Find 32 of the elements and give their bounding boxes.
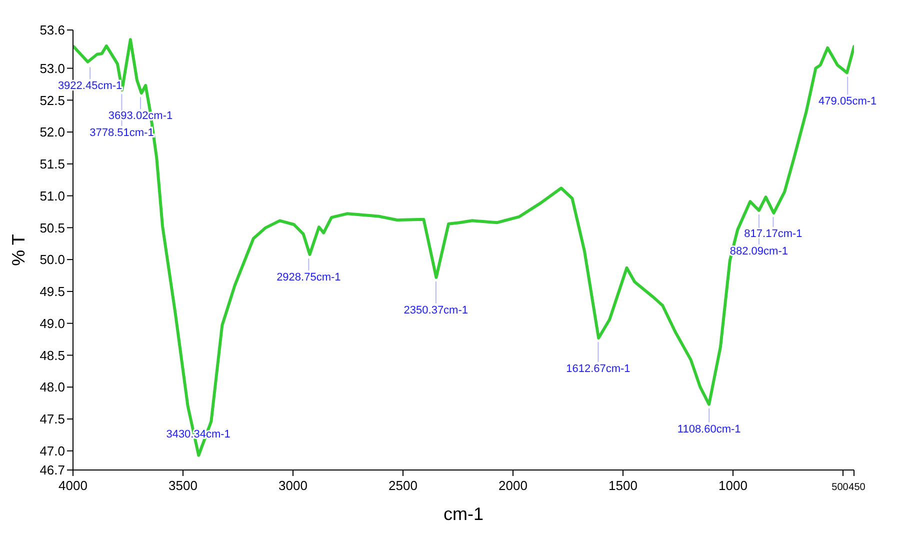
y-tick-label: 51.5	[40, 156, 65, 172]
y-tick-label: 53.0	[40, 60, 65, 76]
y-tick-label: 49.5	[40, 284, 65, 300]
y-tick-label: 52.5	[40, 92, 65, 108]
y-axis-title: % T	[8, 234, 28, 266]
y-tick-label: 53.6	[40, 22, 65, 38]
x-tick-label: 2000	[498, 478, 528, 493]
x-tick-label: 3500	[168, 478, 198, 493]
x-tick-label: 450	[848, 482, 866, 493]
y-tick-label: 46.7	[40, 462, 65, 478]
annotation: 2928.75cm-1	[276, 271, 341, 284]
y-tick-label: 52.0	[40, 124, 65, 140]
annotation: 479.05cm-1	[818, 96, 877, 108]
x-tick-label: 1500	[608, 478, 638, 493]
y-tick-label: 49.0	[40, 316, 65, 331]
y-tick-label: 47.0	[40, 443, 65, 458]
y-tick-label: 50.5	[40, 220, 65, 236]
annotation: 1108.60cm-1	[677, 423, 741, 436]
y-tick-label: 50.0	[40, 252, 65, 268]
annotation: 1612.67cm-1	[566, 363, 630, 375]
y-tick-label: 48.0	[40, 380, 65, 395]
y-tick-label: 47.5	[40, 412, 65, 427]
x-tick-label: 4000	[58, 478, 88, 493]
y-tick-label: 51.0	[40, 188, 65, 204]
annotation: 2350.37cm-1	[404, 304, 468, 316]
x-tick-label: 2500	[388, 478, 418, 493]
y-tick-label: 48.5	[40, 348, 65, 363]
x-tick-label: 1000	[718, 478, 748, 493]
x-tick-label: 500	[832, 482, 849, 493]
x-tick-label: 3000	[278, 478, 308, 493]
annotation: 817.17cm-1	[744, 228, 802, 240]
x-axis-title: cm-1	[444, 504, 484, 524]
